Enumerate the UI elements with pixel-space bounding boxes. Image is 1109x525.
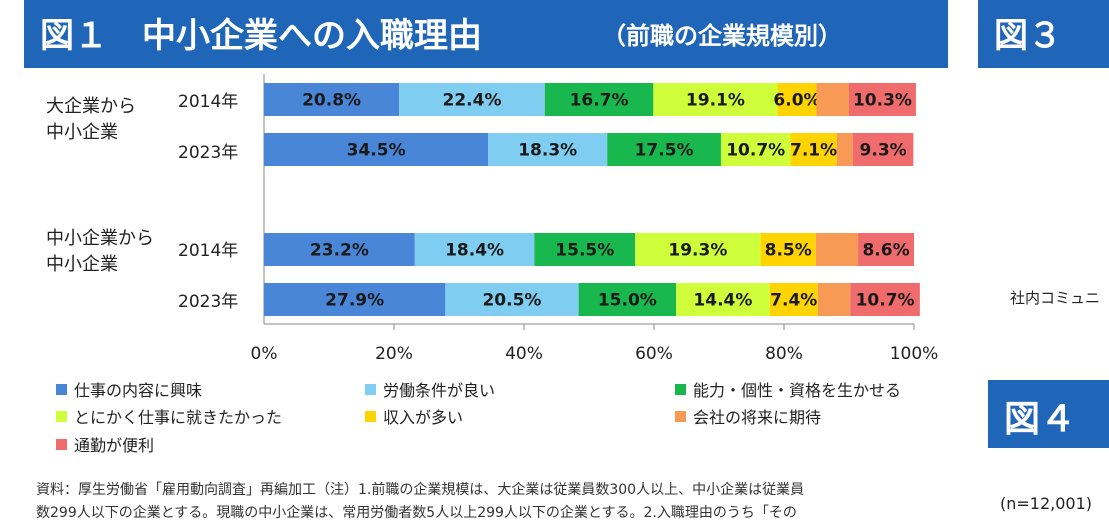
figure4-title-banner: 図４ <box>988 380 1109 448</box>
bar-segment <box>264 133 489 166</box>
legend-item: 能力・個性・資格を生かせる <box>675 377 901 401</box>
bar-data-label: 8.6% <box>862 241 909 261</box>
bar-segment <box>777 83 817 116</box>
bar-segment <box>836 133 853 166</box>
bar-data-label: 7.4% <box>770 291 817 311</box>
x-tick-label: 0% <box>250 344 278 364</box>
bar-segment <box>849 83 916 116</box>
bar-data-label: 17.5% <box>635 141 694 161</box>
legend-swatch <box>675 410 686 422</box>
figure3-title-banner: 図３ <box>978 0 1109 68</box>
legend-swatch <box>56 383 67 395</box>
bar-segment <box>445 283 579 316</box>
footnote-line: 資料：厚生労働省「雇用動向調査」再編加工（注）1.前職の企業規模は、大企業は従業… <box>36 482 805 498</box>
x-tick-label: 20% <box>375 344 413 364</box>
year-label: 2023年 <box>178 292 239 312</box>
figure4-title: 図４ <box>1004 399 1077 440</box>
legend-label: 会社の将来に期待 <box>693 408 822 427</box>
legend-swatch <box>56 438 67 450</box>
bar-data-label: 20.5% <box>482 291 541 311</box>
year-label: 2014年 <box>178 92 239 112</box>
bar-segment <box>399 83 545 116</box>
bar-segment <box>815 233 859 266</box>
legend-label: 通勤が便利 <box>74 436 155 455</box>
bar-segment <box>769 283 818 316</box>
bar-segment <box>264 233 415 266</box>
group-label-small-to-small: 中小企業から 中小企業 <box>46 228 154 275</box>
legend-item: 仕事の内容に興味 <box>56 377 202 401</box>
bar-data-label: 8.5% <box>765 241 812 261</box>
figure3-title: 図３ <box>994 16 1062 56</box>
x-tick-label: 40% <box>505 344 543 364</box>
bar-segment <box>720 133 791 166</box>
bar-segment <box>264 83 400 116</box>
x-tick-label: 100% <box>889 344 939 364</box>
bar-data-label: 19.1% <box>686 91 745 111</box>
bar-data-label: 10.7% <box>856 291 915 311</box>
bar-data-label: 23.2% <box>310 241 369 261</box>
bar-data-label: 27.9% <box>325 291 384 311</box>
bar-segment <box>858 233 914 266</box>
figure1-title-banner: 図１ 中小企業への入職理由 （前職の企業規模別） <box>24 0 948 68</box>
bar-data-label: 15.0% <box>598 291 657 311</box>
x-tick-label: 60% <box>635 344 673 364</box>
bar-segment <box>488 133 608 166</box>
bar-data-label: 6.0% <box>773 91 820 111</box>
legend-item: 会社の将来に期待 <box>675 404 821 428</box>
bar-segment <box>817 283 851 316</box>
bar-segment <box>544 83 654 116</box>
bar-data-label: 34.5% <box>347 141 406 161</box>
legend-item: とにかく仕事に就きたかった <box>56 404 282 428</box>
bar-data-label: 18.4% <box>445 241 504 261</box>
bar-data-label: 22.4% <box>443 91 502 111</box>
legend-swatch <box>56 410 67 422</box>
bar-segment <box>653 83 778 116</box>
bar-segment <box>760 233 816 266</box>
legend-swatch <box>365 383 376 395</box>
bar-segment <box>414 233 535 266</box>
group-label-large-to-small: 大企業から 中小企業 <box>46 96 136 143</box>
legend-item: 労働条件が良い <box>365 377 495 401</box>
legend-label: とにかく仕事に就きたかった <box>74 408 283 427</box>
figure1-subtitle: （前職の企業規模別） <box>602 22 842 50</box>
bar-data-label: 10.3% <box>853 91 912 111</box>
bar-data-label: 7.1% <box>790 141 837 161</box>
x-tick-label: 80% <box>765 344 803 364</box>
bar-data-label: 9.3% <box>860 141 907 161</box>
bar-data-label: 20.8% <box>302 91 361 111</box>
bar-segment <box>816 83 849 116</box>
bar-segment <box>534 233 636 266</box>
footnote-line: 数299人以下の企業とする。現職の中小企業は、常用労働者数5人以上299人以下の… <box>36 505 797 521</box>
bar-data-label: 14.4% <box>693 291 752 311</box>
legend-swatch <box>675 383 686 395</box>
bar-segment <box>635 233 761 266</box>
sample-size-label: (n=12,001) <box>1000 494 1093 513</box>
bar-segment <box>578 283 677 316</box>
bar-segment <box>264 283 446 316</box>
bar-data-label: 16.7% <box>570 91 629 111</box>
partial-axis-label: 社内コミュニ <box>1010 289 1101 307</box>
bar-segment <box>790 133 837 166</box>
legend-label: 能力・個性・資格を生かせる <box>693 381 902 400</box>
bar-segment <box>676 283 770 316</box>
legend-item: 収入が多い <box>365 404 463 428</box>
bar-data-label: 15.5% <box>555 241 614 261</box>
legend-label: 収入が多い <box>383 408 464 427</box>
legend-swatch <box>365 410 376 422</box>
year-label: 2023年 <box>178 143 239 163</box>
bar-data-label: 10.7% <box>726 141 785 161</box>
bar-segment <box>850 283 920 316</box>
legend-label: 労働条件が良い <box>383 381 496 400</box>
year-label: 2014年 <box>178 241 239 261</box>
bar-data-label: 18.3% <box>518 141 577 161</box>
bar-data-label: 19.3% <box>668 241 727 261</box>
legend-label: 仕事の内容に興味 <box>74 381 203 400</box>
figure1-title: 図１ 中小企業への入職理由 <box>40 16 482 56</box>
bar-segment <box>852 133 914 166</box>
bar-segment <box>607 133 721 166</box>
legend-item: 通勤が便利 <box>56 432 154 456</box>
